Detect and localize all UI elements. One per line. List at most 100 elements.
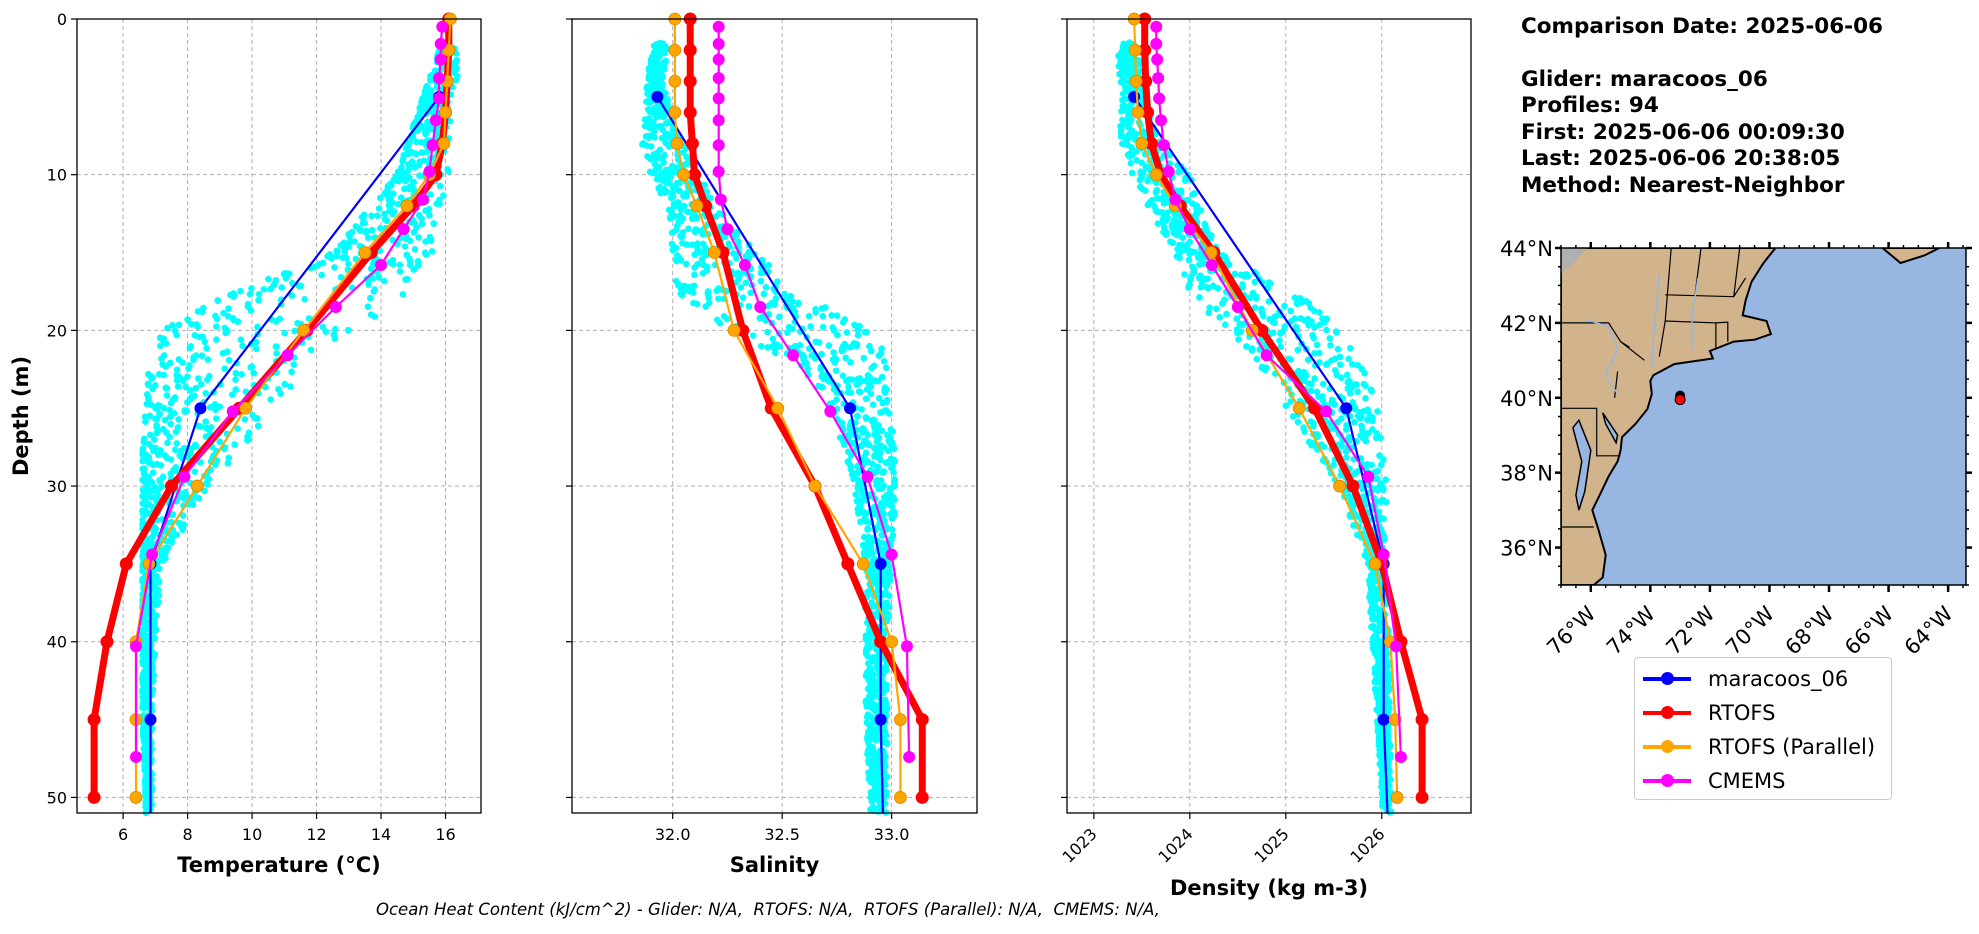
glider-scatter-point xyxy=(421,88,429,95)
series-point xyxy=(1157,139,1170,152)
glider-scatter-point xyxy=(1354,388,1361,395)
series-point xyxy=(434,53,447,66)
series-point xyxy=(1152,72,1165,85)
glider-scatter-point xyxy=(776,343,783,350)
glider-scatter-point xyxy=(869,691,877,698)
glider-scatter-point xyxy=(175,519,183,527)
glider-scatter-point xyxy=(882,603,889,610)
glider-scatter-point xyxy=(140,673,148,681)
glider-scatter-point xyxy=(885,569,892,577)
glider-scatter-point xyxy=(229,391,236,398)
glider-scatter-point xyxy=(1219,252,1227,259)
x-tick-label: 32.0 xyxy=(655,825,691,844)
glider-scatter-point xyxy=(646,154,653,162)
glider-scatter-point xyxy=(1311,349,1318,357)
glider-scatter-point xyxy=(421,249,429,256)
glider-scatter-point xyxy=(1336,353,1344,361)
glider-scatter-point xyxy=(314,261,322,269)
glider-scatter-point xyxy=(204,481,211,488)
series-point xyxy=(712,37,725,50)
glider-scatter-point xyxy=(415,234,422,241)
glider-scatter-point xyxy=(1279,328,1287,335)
glider-scatter-point xyxy=(1323,326,1330,334)
glider-scatter-point xyxy=(864,652,871,660)
x-axis-label: Density (kg m-3) xyxy=(1170,876,1368,900)
glider-scatter-point xyxy=(421,125,429,133)
glider-scatter-point xyxy=(142,452,150,459)
glider-scatter-point xyxy=(882,364,890,371)
glider-scatter-point xyxy=(1360,380,1368,388)
glider-scatter-point xyxy=(689,215,697,223)
glider-scatter-point xyxy=(672,226,680,234)
glider-scatter-point xyxy=(873,682,880,690)
glider-scatter-point xyxy=(179,512,187,519)
glider-scatter-point xyxy=(1326,335,1334,342)
glider-scatter-point xyxy=(1136,176,1144,184)
glider-scatter-point xyxy=(789,325,796,333)
glider-scatter-point xyxy=(692,226,700,233)
glider-scatter-point xyxy=(281,329,288,337)
series-point xyxy=(1415,790,1429,804)
glider-scatter-point xyxy=(890,445,898,453)
glider-scatter-point xyxy=(1128,169,1136,177)
series-point xyxy=(1183,223,1196,236)
glider-scatter-point xyxy=(193,321,200,328)
glider-scatter-point xyxy=(142,803,150,811)
glider-scatter-point xyxy=(1205,309,1213,317)
axes-frame xyxy=(76,18,482,814)
glider-scatter-point xyxy=(142,495,149,503)
glider-scatter-point xyxy=(241,416,249,423)
glider-scatter-point xyxy=(160,352,168,359)
glider-scatter-point xyxy=(1253,355,1261,363)
glider-scatter-point xyxy=(1373,694,1381,701)
glider-scatter-point xyxy=(787,292,795,300)
glider-scatter-point xyxy=(139,678,147,686)
glider-scatter-point xyxy=(1203,284,1211,291)
glider-scatter-point xyxy=(870,362,878,370)
series-point xyxy=(423,165,436,178)
glider-scatter-point xyxy=(144,650,151,658)
x-tick-label: 1026 xyxy=(1346,824,1388,866)
lon-tick-label: 68°W xyxy=(1781,601,1839,659)
glider-scatter-point xyxy=(451,68,459,75)
glider-scatter-point xyxy=(365,281,372,288)
glider-scatter-point xyxy=(254,422,262,430)
glider-scatter-point xyxy=(140,685,148,692)
glider-scatter-point xyxy=(225,305,232,312)
glider-scatter-point xyxy=(713,316,721,324)
glider-scatter-point xyxy=(337,273,345,281)
series-point xyxy=(297,323,311,337)
glider-scatter xyxy=(639,39,899,816)
glider-scatter-point xyxy=(699,240,707,248)
glider-scatter-point xyxy=(407,261,414,269)
glider-scatter-point xyxy=(1385,697,1392,705)
glider-scatter-point xyxy=(733,255,740,262)
glider-scatter-point xyxy=(1251,278,1259,286)
glider-scatter-point xyxy=(295,282,303,290)
glider-scatter-point xyxy=(146,431,154,439)
glider-scatter-point xyxy=(853,340,861,348)
glider-scatter-point xyxy=(1377,461,1385,469)
lat-tick-label: 38°N xyxy=(1500,462,1553,486)
glider-scatter-point xyxy=(862,449,870,457)
glider-scatter-point xyxy=(885,447,892,455)
glider-scatter-point xyxy=(862,517,870,525)
glider-scatter-point xyxy=(1121,102,1128,110)
series-point xyxy=(1377,548,1390,561)
glider-scatter-point xyxy=(173,371,180,379)
glider-scatter-point xyxy=(841,316,849,323)
glider-scatter-point xyxy=(675,218,683,226)
glider-scatter-point xyxy=(874,377,882,385)
glider-scatter-point xyxy=(367,311,375,319)
glider-scatter-point xyxy=(282,274,290,282)
glider-scatter-point xyxy=(871,781,878,789)
glider-scatter-point xyxy=(225,454,233,462)
series-point xyxy=(1131,106,1145,119)
glider-scatter-point xyxy=(191,392,198,400)
glider-scatter-point xyxy=(1132,130,1140,138)
glider-scatter-point xyxy=(342,254,350,262)
y-tick-label: 20 xyxy=(47,321,67,340)
glider-scatter-point xyxy=(871,453,878,460)
glider-scatter-point xyxy=(1231,270,1239,278)
glider-scatter-point xyxy=(1120,78,1127,85)
